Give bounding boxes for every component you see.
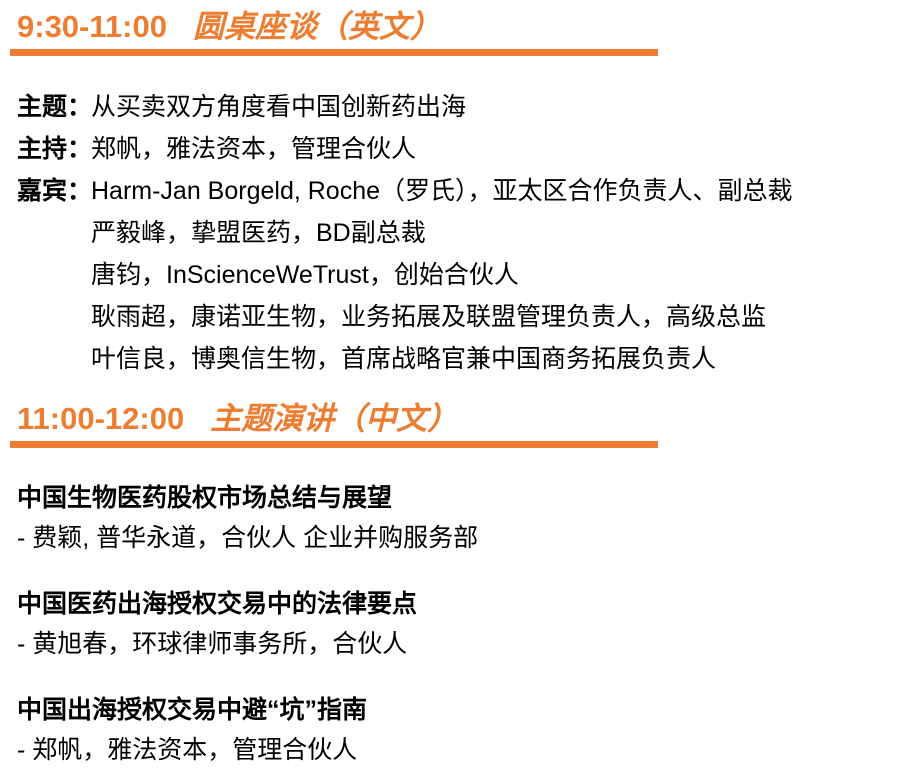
talk-title: 中国出海授权交易中避“坑”指南 [17,696,368,724]
field-row-topic: 主题： 从买卖双方角度看中国创新药出海 [17,86,898,128]
talk-item: 中国生物医药股权市场总结与展望 - 费颖, 普华永道，合伙人 企业并购服务部 [17,478,898,558]
session-roundtable: 9:30-11:00 圆桌座谈（英文） 主题： 从买卖双方角度看中国创新药出海 … [10,8,898,380]
talk-title: 中国医药出海授权交易中的法律要点 [17,590,418,618]
session-keynotes: 11:00-12:00 主题演讲（中文） 中国生物医药股权市场总结与展望 - 费… [10,400,898,770]
talks-list: 中国生物医药股权市场总结与展望 - 费颖, 普华永道，合伙人 企业并购服务部 中… [10,478,898,770]
session-divider-rule [10,441,658,448]
field-value: 从买卖双方角度看中国创新药出海 [91,93,467,121]
field-label: 主题： [17,93,93,121]
field-row-moderator: 主持： 郑帆，雅法资本，管理合伙人 [17,128,898,170]
field-value: Harm-Jan Borgeld, Roche（罗氏），亚太区合作负责人、副总裁 [91,177,793,205]
session-header: 11:00-12:00 主题演讲（中文） [10,400,898,438]
talk-item: 中国出海授权交易中避“坑”指南 - 郑帆，雅法资本，管理合伙人 [17,690,898,770]
session-header: 9:30-11:00 圆桌座谈（英文） [10,8,898,46]
session-title: 主题演讲（中文） [210,401,459,436]
session-divider-rule [10,49,658,56]
session-details: 主题： 从买卖双方角度看中国创新药出海 主持： 郑帆，雅法资本，管理合伙人 嘉宾… [10,86,898,380]
talk-item: 中国医药出海授权交易中的法律要点 - 黄旭春，环球律师事务所，合伙人 [17,584,898,664]
guest-line: 严毅峰，挚盟医药，BD副总裁 [91,219,426,247]
field-row-guests: 嘉宾： Harm-Jan Borgeld, Roche（罗氏），亚太区合作负责人… [17,170,898,212]
field-label: 嘉宾： [17,177,93,205]
talk-speaker: - 费颖, 普华永道，合伙人 企业并购服务部 [17,524,479,552]
session-time: 9:30-11:00 [17,9,167,44]
guest-line: 叶信良，博奥信生物，首席战略官兼中国商务拓展负责人 [91,345,717,373]
field-label: 主持： [17,135,93,163]
guest-line: 耿雨超，康诺亚生物，业务拓展及联盟管理负责人，高级总监 [91,303,767,331]
talk-speaker: - 黄旭春，环球律师事务所，合伙人 [17,630,408,658]
session-title: 圆桌座谈（英文） [192,9,441,44]
talk-title: 中国生物医药股权市场总结与展望 [17,484,393,512]
guest-line: 唐钧，InScienceWeTrust，创始合伙人 [91,261,519,289]
talk-speaker: - 郑帆，雅法资本，管理合伙人 [17,736,358,764]
session-time: 11:00-12:00 [17,401,185,436]
field-value: 郑帆，雅法资本，管理合伙人 [91,135,417,163]
